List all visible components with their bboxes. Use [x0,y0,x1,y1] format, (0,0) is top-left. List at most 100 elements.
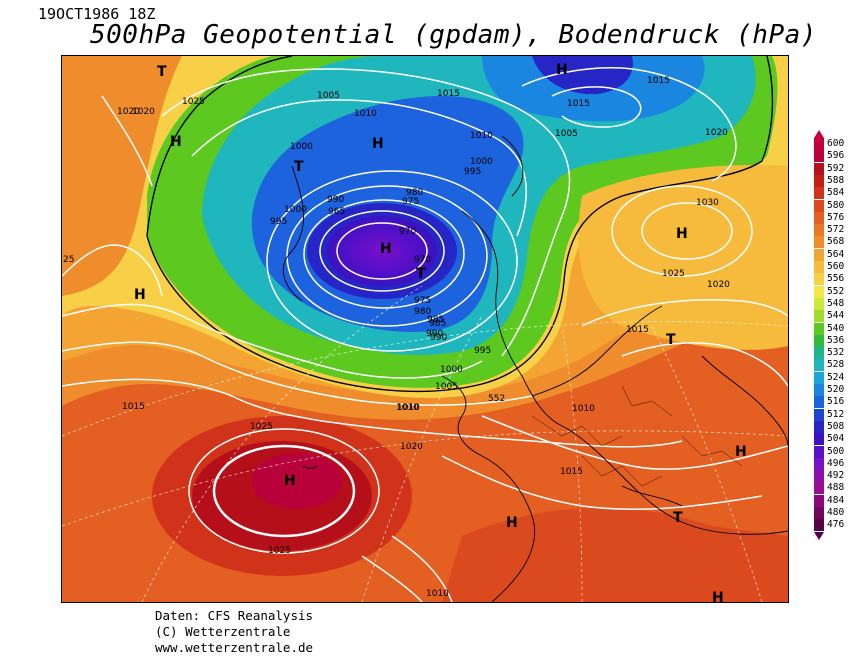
isobar-label: 1025 [250,422,273,432]
legend-value: 592 [827,162,845,174]
field-south-east [442,507,788,602]
legend-entry: 580 [812,199,850,212]
legend-value: 556 [827,273,845,285]
legend-swatch [814,297,824,310]
isobar-label: 995 [464,167,481,177]
isobar-label: 1020 [132,107,155,117]
pressure-system-markers: H T H T H H H T H H T H T H H [134,62,747,602]
legend-value: 584 [827,187,845,199]
legend-entry: 592 [812,162,850,175]
isobar-label: 990 [430,333,447,343]
legend-swatch [814,420,824,433]
coastlines [282,135,788,602]
low-pressure-marker: T [157,64,167,80]
legend-swatch [814,359,824,372]
isobar-label: 1020 [117,107,140,117]
isobar-label: 1005 [435,382,458,392]
legend-bottom-arrow [814,531,824,540]
isobar-label: 1025 [662,269,685,279]
isobar-label: 975 [414,296,431,306]
legend-value: 536 [827,334,845,346]
legend-value: 500 [827,445,845,457]
legend-entry: 480 [812,507,850,519]
weather-map: 552 1020 1025 1005 1010 1015 1000 995 10… [61,55,789,603]
isobar-label: 1020 [707,280,730,290]
isobar-label: 1025 [268,546,291,556]
legend-entry: 600 [812,138,850,150]
isobar-label: 970 [414,255,431,265]
isobar-label: 985 [429,319,446,329]
map-canvas: 552 1020 1025 1005 1010 1015 1000 995 10… [62,56,788,602]
isobar-label: 1010 [396,403,419,413]
legend-swatch [814,285,824,298]
legend-swatch [814,384,824,396]
isobar-label: 1010 [426,589,449,599]
isobar-label: 1005 [555,129,578,139]
legend-value: 476 [827,519,845,531]
legend-swatch [814,236,824,249]
graticule [62,285,788,602]
map-title: 500hPa Geopotential (gpdam), Bodendruck … [90,20,817,50]
isobar-label: 985 [427,315,444,325]
legend-entry: 512 [812,408,850,421]
isobar-label: 1015 [560,467,583,477]
legend-value: 540 [827,322,845,334]
legend-swatch [814,187,824,200]
legend-value: 516 [827,396,845,408]
isobar-label: 1000 [284,205,307,215]
isobar-label: 1030 [696,198,719,208]
low-pressure-marker: T [673,510,683,526]
legend-entry: 524 [812,371,850,384]
low-pressure-marker: T [666,332,676,348]
legend-value: 576 [827,211,845,223]
isobar-label: 1015 [567,99,590,109]
legend-value: 572 [827,224,845,236]
legend-swatch [814,347,824,360]
isobar-label: 1010 [397,403,420,413]
legend-swatch [814,396,824,409]
high-pressure-marker: H [170,134,182,150]
legend-swatch [814,273,824,286]
legend-entry: 572 [812,224,850,237]
legend-value: 560 [827,261,845,272]
high-pressure-marker: H [556,62,568,78]
legend-value: 544 [827,310,845,322]
legend-entry: 596 [812,150,850,163]
legend-swatch [814,261,824,273]
isobar-labels: 1020 1025 1005 1010 1015 1000 995 1000 1… [63,76,730,599]
legend-swatch [814,408,824,421]
legend-swatch [814,322,824,335]
field-north-low [532,56,633,95]
legend-swatch [814,310,824,323]
legend-value: 488 [827,482,845,494]
legend-entry: 568 [812,236,850,249]
legend-entry: 484 [812,494,850,507]
legend-value: 548 [827,297,845,309]
high-pressure-marker: H [506,515,518,531]
legend-swatch [814,211,824,224]
legend-entry: 544 [812,310,850,323]
legend-swatch [814,174,824,187]
isobar-label: 995 [270,217,287,227]
website: www.wetterzentrale.de [155,640,314,655]
legend-swatch [814,494,824,507]
legend-value: 528 [827,359,845,371]
country-borders [531,385,743,487]
legend-swatch [814,519,824,532]
legend-entry: 584 [812,187,850,200]
contour-label-552: 552 [488,394,505,404]
contour-552 [146,56,774,393]
legend-value: 512 [827,408,845,420]
high-pressure-marker: H [735,444,747,460]
isobar-label: 25 [63,255,74,265]
legend-value: 524 [827,371,845,383]
legend-swatch [814,199,824,212]
legend-entry: 508 [812,420,850,433]
isobar-label: 995 [474,346,491,356]
isobar-label: 975 [402,197,419,207]
isobar-label: 1025 [182,97,205,107]
legend-entry: 520 [812,384,850,396]
legend-value: 508 [827,420,845,432]
legend-entry: 492 [812,470,850,483]
isobar-label: 1010 [470,131,493,141]
